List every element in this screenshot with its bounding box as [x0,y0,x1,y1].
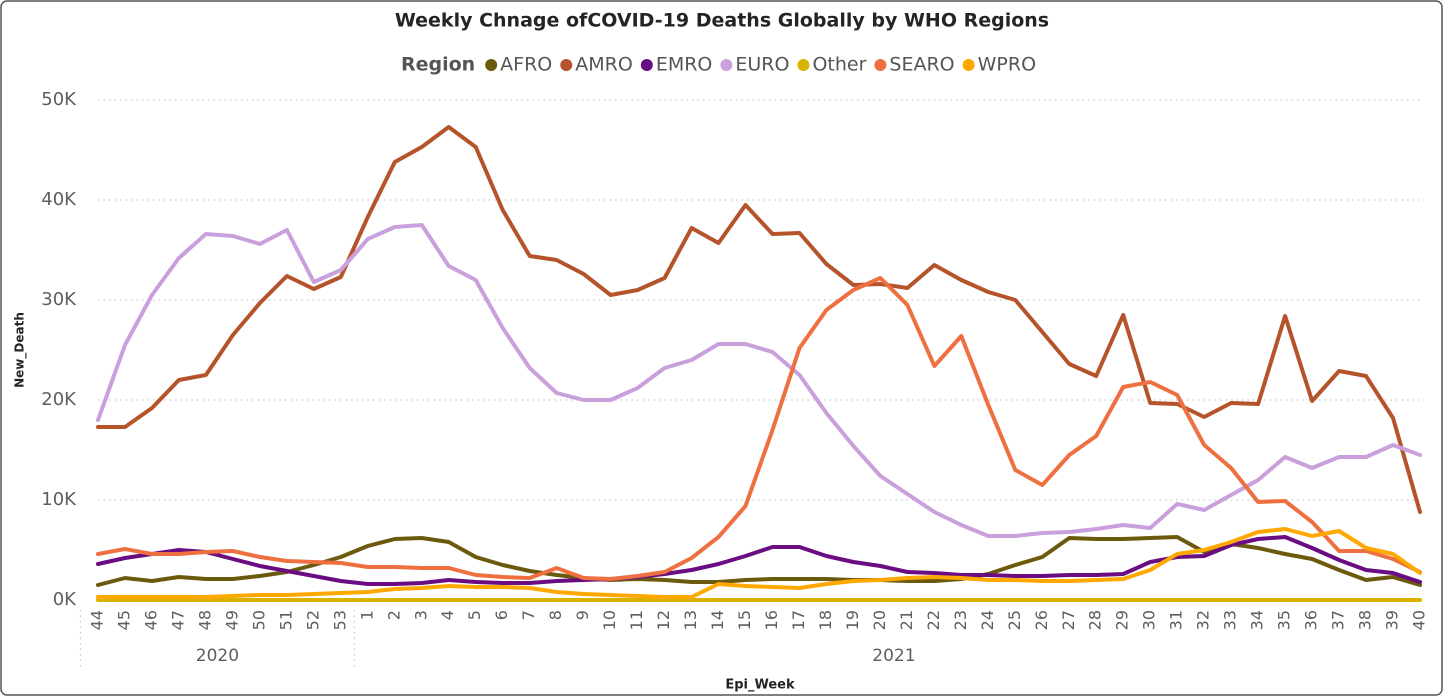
y-tick-label: 50K [41,89,77,110]
series-line [96,125,1422,514]
x-tick-label: 44 [88,610,107,630]
x-tick-label: 51 [276,610,295,630]
x-tick-label: 2 [384,610,403,620]
x-tick-label: 25 [1005,610,1024,630]
x-group-label: 2020 [196,646,239,666]
x-tick-label: 12 [654,610,673,630]
legend-label: EMRO [656,54,713,76]
x-tick-label: 6 [492,610,511,620]
x-tick-label: 7 [519,610,538,620]
y-tick-label: 0K [53,589,77,610]
legend-marker [485,59,498,71]
x-tick-label: 4 [438,610,457,620]
x-tick-label: 15 [735,610,754,630]
legend-marker [640,59,653,71]
x-tick-label: 27 [1059,610,1078,630]
x-tick-label: 39 [1383,610,1402,630]
x-tick-label: 20 [870,610,889,630]
x-tick-label: 34 [1248,610,1267,630]
x-tick-label: 14 [708,610,727,630]
y-tick-label: 30K [41,289,77,310]
series-line [96,276,1422,581]
x-tick-label: 53 [330,610,349,630]
x-tick-label: 9 [573,610,592,620]
x-group-label: 2021 [872,646,915,666]
legend-marker [560,59,573,71]
y-tick-label: 20K [41,389,77,410]
x-tick-label: 29 [1113,610,1132,630]
legend-label: AFRO [500,54,552,76]
x-tick-label: 31 [1167,610,1186,630]
y-tick-label: 40K [41,189,77,210]
legend-label: AMRO [575,54,633,76]
x-tick-label: 30 [1140,610,1159,630]
legend-marker [874,59,887,71]
x-tick-label: 40 [1410,610,1429,630]
x-tick-label: 47 [168,610,187,630]
x-tick-label: 23 [951,610,970,630]
x-tick-label: 13 [681,610,700,630]
x-tick-label: 17 [789,610,808,630]
series-line [96,223,1422,538]
x-tick-label: 8 [546,610,565,620]
y-tick-label: 10K [41,489,77,510]
series-line [96,527,1422,599]
series-line [96,535,1422,586]
legend-marker [720,59,733,71]
y-axis-label: New_Death [13,312,28,388]
legend-title: Region [401,54,475,76]
x-tick-label: 22 [924,610,943,630]
x-tick-label: 48 [195,610,214,630]
x-tick-label: 11 [627,610,646,630]
legend-marker [962,59,975,71]
legend: Region AFRO AMRO EMRO EURO Other SEARO WPRO [401,54,1036,76]
x-tick-label: 28 [1086,610,1105,630]
x-tick-label: 19 [843,610,862,630]
legend-label: SEARO [889,54,954,76]
x-tick-label: 24 [978,610,997,630]
x-axis-label: Epi_Week [725,678,795,693]
x-tick-label: 52 [303,610,322,630]
x-tick-label: 45 [114,610,133,630]
legend-marker [797,59,810,71]
chart-title: Weekly Chnage ofCOVID-19 Deaths Globally… [395,10,1049,32]
x-tick-label: 38 [1356,610,1375,630]
x-tick-label: 3 [411,610,430,620]
x-tick-label: 5 [465,610,484,620]
legend-label: EURO [735,54,789,76]
legend-label: Other [812,54,866,76]
x-tick-label: 32 [1194,610,1213,630]
legend-label: WPRO [978,54,1036,76]
x-tick-label: 16 [762,610,781,630]
x-tick-label: 50 [249,610,268,630]
x-tick-label: 21 [897,610,916,630]
x-tick-label: 35 [1275,610,1294,630]
x-tick-label: 36 [1302,610,1321,630]
x-tick-label: 18 [816,610,835,630]
x-tick-label: 33 [1221,610,1240,630]
x-tick-label: 49 [222,610,241,630]
x-tick-label: 37 [1329,610,1348,630]
x-tick-label: 10 [600,610,619,630]
x-tick-label: 26 [1032,610,1051,630]
x-tick-label: 46 [141,610,160,630]
x-tick-label: 1 [357,610,376,620]
